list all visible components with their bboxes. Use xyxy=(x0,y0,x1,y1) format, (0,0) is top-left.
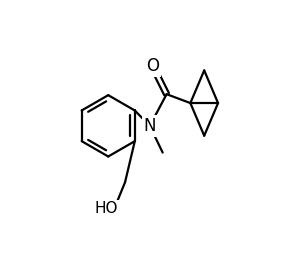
Text: O: O xyxy=(146,58,159,76)
Text: N: N xyxy=(143,117,156,135)
Text: HO: HO xyxy=(94,201,118,216)
